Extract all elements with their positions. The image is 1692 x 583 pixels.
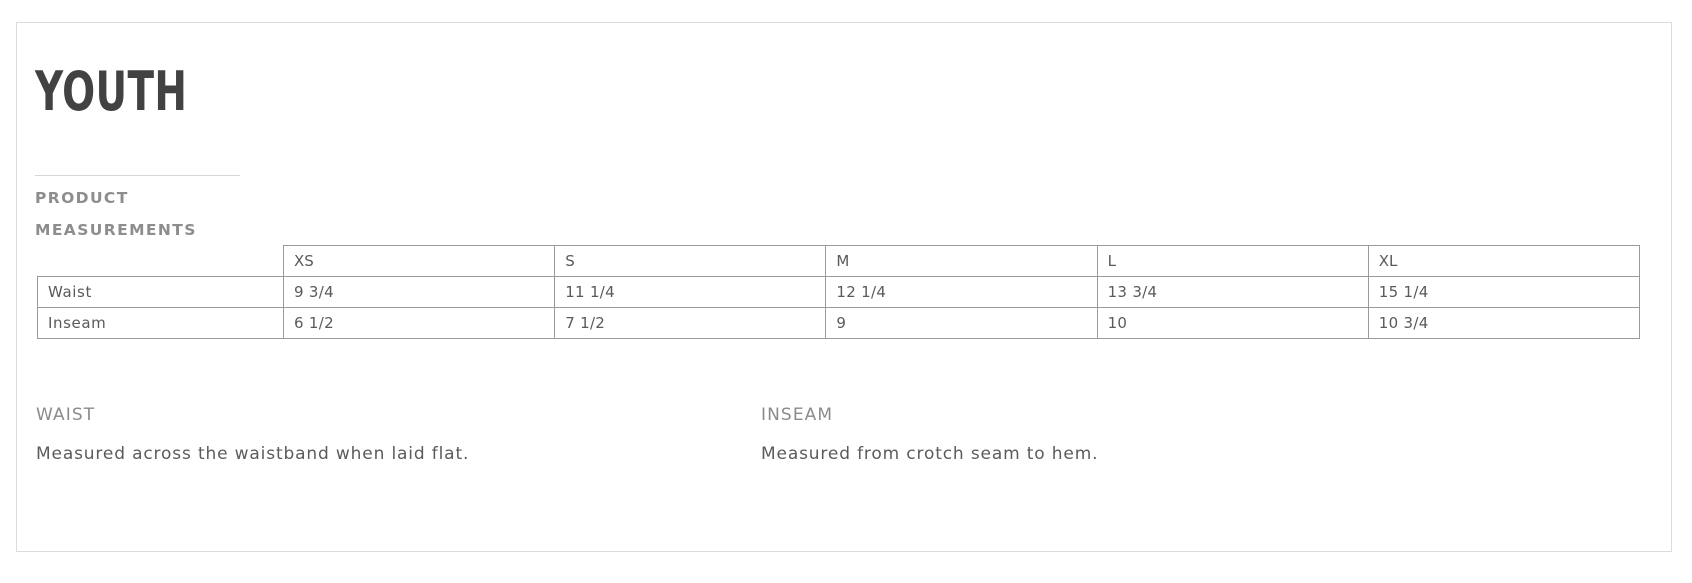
column-header-s: S bbox=[554, 245, 827, 277]
cell-inseam-xl: 10 3/4 bbox=[1367, 307, 1640, 339]
section-kicker-line-1: PRODUCT bbox=[35, 189, 129, 207]
note-waist-title: WAIST bbox=[36, 405, 96, 425]
cell-waist-xl: 15 1/4 bbox=[1367, 276, 1640, 308]
cell-waist-m: 12 1/4 bbox=[825, 276, 1098, 308]
cell-inseam-m: 9 bbox=[825, 307, 1098, 339]
note-waist: WAIST Measured across the waistband when… bbox=[36, 405, 469, 464]
column-header-xl: XL bbox=[1367, 245, 1640, 277]
page-title: YOUTH bbox=[35, 60, 188, 123]
note-inseam-body: Measured from crotch seam to hem. bbox=[761, 444, 1099, 464]
cell-inseam-s: 7 1/2 bbox=[554, 307, 827, 339]
note-waist-body: Measured across the waistband when laid … bbox=[36, 444, 470, 464]
column-header-xs: XS bbox=[282, 245, 556, 277]
table-row: Waist 9 3/4 11 1/4 12 1/4 13 3/4 15 1/4 bbox=[37, 276, 1640, 308]
row-label-inseam: Inseam bbox=[37, 307, 284, 339]
cell-inseam-xs: 6 1/2 bbox=[282, 307, 556, 339]
cell-waist-xs: 9 3/4 bbox=[282, 276, 556, 308]
table-row: Inseam 6 1/2 7 1/2 9 10 10 3/4 bbox=[37, 307, 1640, 339]
cell-waist-s: 11 1/4 bbox=[554, 276, 827, 308]
column-header-l: L bbox=[1096, 245, 1369, 277]
title-divider bbox=[35, 175, 240, 176]
table-header-row: XS S M L XL bbox=[38, 245, 1640, 277]
size-guide-panel: YOUTH PRODUCT MEASUREMENTS XS S M L XL W… bbox=[16, 22, 1672, 552]
row-label-waist: Waist bbox=[37, 276, 284, 308]
section-kicker-line-2: MEASUREMENTS bbox=[35, 221, 197, 239]
column-header-m: M bbox=[825, 245, 1098, 277]
note-inseam: INSEAM Measured from crotch seam to hem. bbox=[761, 405, 1098, 464]
table-corner-cell bbox=[38, 246, 284, 277]
note-inseam-title: INSEAM bbox=[761, 405, 834, 425]
measurements-table: XS S M L XL Waist 9 3/4 11 1/4 12 1/4 13… bbox=[37, 245, 1640, 339]
cell-inseam-l: 10 bbox=[1096, 307, 1369, 339]
cell-waist-l: 13 3/4 bbox=[1096, 276, 1369, 308]
